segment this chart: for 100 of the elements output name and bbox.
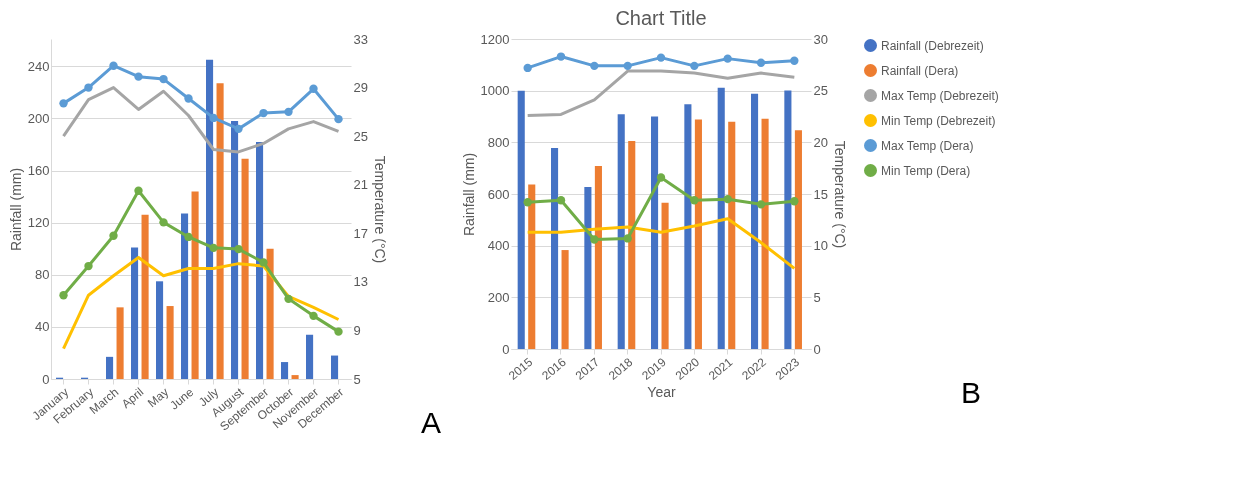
point [690, 196, 699, 205]
y-tick-label: 240 [27, 58, 50, 74]
chart-title: Chart Title [615, 7, 707, 29]
y2-tick-label: 10 [813, 238, 828, 254]
point [334, 327, 343, 336]
point [109, 231, 118, 240]
y-tick-label: 80 [35, 267, 50, 283]
point [234, 244, 243, 254]
y-tick-label: 0 [502, 341, 510, 357]
bar [628, 141, 636, 349]
point [623, 61, 632, 71]
bar [306, 334, 314, 379]
point [790, 56, 799, 65]
y-tick-label: 600 [487, 186, 510, 202]
text: A [421, 406, 442, 439]
x-axis-title: Year [647, 384, 676, 401]
point [756, 58, 766, 67]
point [134, 72, 143, 81]
bar [661, 202, 669, 349]
bar [156, 281, 164, 379]
y-tick-label: 120 [27, 215, 50, 231]
y2-tick-label: 9 [353, 322, 361, 338]
bar [594, 166, 602, 349]
bar [166, 306, 174, 379]
bar [617, 114, 625, 349]
bar [517, 90, 525, 349]
bar [281, 362, 289, 379]
point [690, 61, 699, 71]
point [756, 200, 766, 209]
y2-axis-title: Temperature (°C) [831, 140, 848, 249]
bar [116, 307, 124, 379]
y-tick-label: 800 [487, 134, 510, 150]
point [184, 94, 193, 103]
point [209, 243, 218, 253]
bar [694, 119, 702, 349]
bar [651, 116, 659, 349]
point [334, 114, 343, 124]
y-tick-label: 200 [487, 289, 510, 305]
y-axis-title: Rainfall (mm) [7, 167, 24, 252]
y-tick-label: 400 [487, 238, 510, 254]
point [109, 61, 118, 70]
point [723, 194, 732, 204]
bar [794, 130, 802, 349]
point [159, 74, 168, 84]
y2-tick-label: 15 [813, 186, 828, 202]
text: B [961, 376, 982, 409]
point [184, 232, 193, 242]
point [590, 61, 599, 71]
point [209, 113, 218, 123]
point [623, 234, 632, 243]
bar [231, 121, 239, 379]
y2-tick-label: 21 [353, 177, 368, 193]
y2-tick-label: 5 [813, 289, 821, 305]
bar [561, 250, 569, 349]
line-series [526, 217, 796, 270]
y2-tick-label: 0 [813, 341, 821, 357]
point [556, 196, 566, 205]
point [84, 261, 93, 271]
point [234, 124, 243, 134]
point [556, 52, 566, 61]
bar [106, 356, 114, 379]
y-axis-title: Rainfall (mm) [460, 152, 477, 237]
bar [241, 158, 249, 379]
bar [761, 118, 769, 349]
y-tick-label: 1200 [480, 31, 510, 47]
y2-tick-label: 25 [353, 128, 368, 144]
point [159, 218, 168, 227]
point [656, 53, 666, 62]
y2-tick-label: 13 [353, 274, 368, 290]
bar [141, 214, 149, 379]
point [790, 197, 799, 206]
line-series [62, 256, 340, 351]
legend-label: Max Temp (Dera) [881, 138, 974, 153]
bar [684, 104, 692, 349]
bar [206, 59, 214, 379]
y2-tick-label: 17 [353, 225, 368, 241]
bar [291, 375, 299, 379]
point [723, 54, 732, 63]
bar [181, 213, 189, 379]
bar [191, 191, 199, 379]
y-tick-label: 0 [42, 371, 50, 387]
bar [584, 187, 592, 349]
y2-axis-title: Temperature (°C) [371, 155, 388, 264]
bar [717, 87, 725, 349]
bar [331, 355, 339, 379]
point [59, 291, 68, 300]
y2-tick-label: 30 [813, 31, 828, 47]
bar [216, 83, 224, 379]
y-tick-label: 160 [27, 163, 50, 179]
bar [131, 247, 139, 379]
point [284, 294, 293, 304]
legend-label: Rainfall (Debrezeit) [881, 38, 984, 53]
y-tick-label: 40 [35, 319, 50, 335]
legend-label: Max Temp (Debrezeit) [881, 88, 999, 103]
y2-tick-label: 20 [813, 134, 828, 150]
point [284, 107, 293, 117]
y2-tick-label: 25 [813, 83, 828, 99]
legend-label: Min Temp (Debrezeit) [881, 113, 996, 128]
point [59, 99, 68, 108]
point [590, 235, 599, 244]
